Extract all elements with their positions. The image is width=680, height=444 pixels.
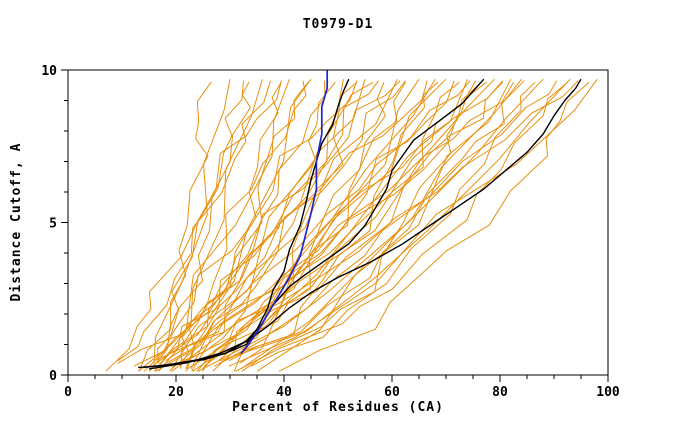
model-curve [133,80,401,367]
model-curve [220,78,571,362]
model-curve [239,80,558,364]
model-curve [197,78,544,372]
chart-title: T0979-D1 [303,17,374,32]
x-tick-label: 20 [168,385,184,400]
model-curve [156,81,251,364]
model-curve [203,81,358,367]
model-curve [154,78,398,362]
highlight-curve [148,78,582,370]
model-curve [196,81,406,372]
model-curve [169,79,366,372]
x-tick-label: 100 [596,385,620,400]
x-tick-label: 40 [276,385,292,400]
highlight-curve [138,78,350,369]
model-curve [170,80,471,367]
model-curve [137,80,358,372]
model-curve [155,80,525,372]
model-curve [228,78,598,367]
model-curve [235,81,568,372]
model-curve [185,81,487,370]
model-curve [202,80,579,370]
x-tick-label: 80 [492,385,508,400]
selected-model-curve [240,70,329,355]
y-axis-label: Distance Cutoff, A [9,143,24,302]
model-curve [117,80,271,362]
model-curve [155,78,312,364]
model-curve [105,80,282,372]
model-curve [278,81,590,372]
curves-layer [105,70,598,372]
y-tick-label: 0 [49,369,57,384]
model-curve [250,81,536,367]
model-curve [153,79,231,367]
y-tick-label: 5 [49,217,57,232]
model-curve [117,81,374,364]
model-curve [179,80,307,367]
x-tick-label: 60 [384,385,400,400]
model-curve [256,78,512,372]
model-curve [154,79,263,372]
model-curve [138,81,212,372]
x-axis-label: Percent of Residues (CA) [232,400,444,415]
model-curve [171,80,406,370]
x-tick-label: 0 [64,385,72,400]
y-tick-label: 10 [41,64,57,79]
axes-layer: 0 20 40 60 80 100 0 5 10 [41,64,620,400]
model-curve [191,78,436,372]
model-curve [233,82,386,372]
model-curve [202,81,504,372]
model-curve [158,80,428,372]
highlight-curve [143,78,485,369]
model-curve [187,81,460,370]
model-curve [228,81,514,362]
